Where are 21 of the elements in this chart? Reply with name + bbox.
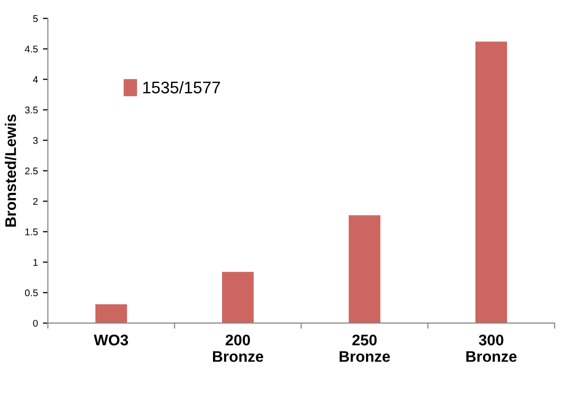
y-tick-label: 4.5 [24, 46, 38, 52]
y-tick-label: 2.5 [25, 167, 38, 174]
bar [222, 272, 254, 324]
y-tick-label: 0 [33, 320, 38, 327]
y-tick-label: 5 [33, 15, 38, 22]
bar [348, 215, 380, 324]
y-tick-label: 3.5 [24, 106, 38, 114]
bar [475, 42, 508, 324]
y-tick-label: 0.5 [25, 289, 38, 296]
x-tick-label: 250 Bronze [340, 334, 390, 362]
y-tick-label: 2 [33, 198, 38, 205]
y-tick-label: 3 [33, 137, 38, 144]
y-tick-label: 1 [33, 259, 38, 266]
y-tick-label: 4 [32, 76, 38, 83]
x-tick-label: WO3 [94, 334, 128, 346]
y-axis-title: Bronsted/Lewis [4, 114, 16, 227]
bar [95, 304, 128, 324]
x-tick-label: 300 Bronze [466, 334, 517, 362]
legend-label: 1535/1577 [143, 81, 220, 94]
x-tick-label: 200 Bronze [213, 334, 264, 362]
y-tick-label: 1.5 [25, 228, 38, 236]
